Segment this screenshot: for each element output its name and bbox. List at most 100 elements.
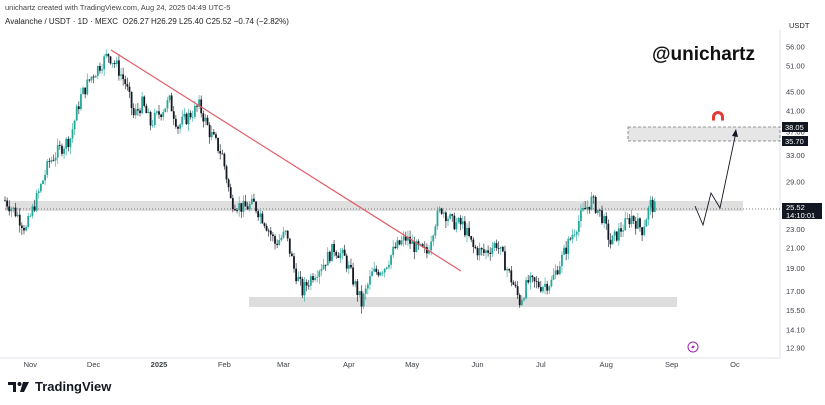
- candle-body: [366, 284, 369, 289]
- candle-body: [48, 161, 51, 162]
- last-price-value: 25.52: [786, 203, 805, 212]
- candle-body: [193, 105, 196, 117]
- candle-body: [124, 79, 127, 85]
- candle-body: [485, 250, 487, 253]
- candle-body: [603, 216, 606, 224]
- candle-body: [122, 74, 125, 80]
- candle-body: [73, 120, 76, 130]
- candle-body: [480, 248, 483, 250]
- candle-body: [417, 241, 420, 246]
- candle-body: [118, 60, 120, 76]
- price-tick-label: 19.00: [786, 264, 805, 273]
- candle-body: [246, 206, 249, 210]
- candle-body: [215, 134, 217, 138]
- candle-body: [529, 275, 532, 283]
- candle-body: [580, 210, 582, 222]
- candle-body: [265, 225, 268, 231]
- tradingview-brand[interactable]: TradingView: [8, 379, 111, 394]
- candle-body: [90, 76, 93, 81]
- candle-body: [322, 264, 325, 270]
- candle-body: [160, 114, 163, 117]
- candle-body: [493, 243, 496, 248]
- candle-body: [42, 180, 44, 185]
- candle-body: [421, 244, 424, 247]
- currency-label[interactable]: USDT: [789, 21, 810, 30]
- candle-body: [324, 264, 327, 266]
- candle-body: [489, 252, 492, 254]
- candle-body: [35, 193, 38, 211]
- candle-body: [37, 191, 40, 194]
- candle-body: [561, 254, 563, 267]
- candle-body: [565, 247, 568, 254]
- candle-body: [531, 275, 534, 278]
- candle-body: [31, 206, 34, 216]
- candle-body: [622, 230, 625, 232]
- candle-body: [377, 271, 380, 276]
- candle-body: [39, 184, 42, 192]
- candle-body: [373, 268, 376, 272]
- magnet-icon[interactable]: [712, 111, 724, 123]
- candle-body: [301, 278, 304, 296]
- candle-body: [88, 79, 91, 81]
- lightning-icon[interactable]: [687, 341, 699, 353]
- candle-body: [615, 231, 618, 241]
- candle-body: [653, 201, 656, 212]
- candle-body: [208, 124, 211, 138]
- candle-body: [58, 145, 61, 146]
- time-axis[interactable]: Nov Dec 2025 Feb Mar Apr May Jun Jul Aug Sep Oc: [24, 360, 740, 369]
- candle-body: [75, 106, 78, 121]
- candle-body: [626, 218, 629, 219]
- downtrend-line[interactable]: [110, 49, 462, 272]
- candle-body: [609, 239, 612, 245]
- candle-body: [445, 212, 447, 222]
- candle-body: [248, 204, 251, 210]
- candle-body: [537, 281, 540, 288]
- candle-body: [375, 268, 378, 272]
- candle-body: [641, 227, 643, 236]
- candle-body: [544, 283, 546, 287]
- price-axis[interactable]: 56.0051.0045.0041.0037.0033.0029.0023.00…: [786, 43, 805, 353]
- candle-body: [634, 220, 637, 229]
- candle-body: [624, 218, 627, 231]
- price-tick-label: 51.00: [786, 62, 805, 71]
- ohlc-values: O26.27 H26.29 L25.40 C25.52 −0.74 (−2.82…: [122, 17, 289, 26]
- candle-body: [20, 225, 23, 228]
- candle-body: [474, 246, 477, 249]
- candle-body: [23, 227, 25, 231]
- candle-body: [4, 200, 6, 202]
- candle-body: [278, 240, 281, 245]
- candle-body: [267, 230, 270, 232]
- candle-body: [402, 236, 405, 241]
- candle-body: [495, 243, 498, 249]
- candle-body: [411, 241, 414, 244]
- candle-body: [546, 283, 549, 291]
- candle-body: [164, 108, 167, 113]
- candle-body: [288, 238, 291, 254]
- candle-body: [358, 291, 361, 296]
- candle-body: [550, 279, 553, 287]
- candle-body: [470, 236, 473, 240]
- candle-body: [651, 199, 654, 212]
- price-tick-label: 17.00: [786, 287, 805, 296]
- candle-body: [388, 264, 390, 268]
- tradingview-wordmark: TradingView: [35, 379, 112, 394]
- candle-body: [189, 112, 192, 118]
- candle-body: [575, 232, 578, 235]
- candle-body: [236, 210, 238, 212]
- candle-body: [607, 223, 610, 240]
- candle-body: [181, 116, 184, 125]
- candle-body: [331, 244, 333, 262]
- candle-body: [592, 196, 595, 198]
- candle-body: [282, 231, 285, 238]
- candle-body: [525, 280, 527, 299]
- candle-body: [504, 251, 506, 271]
- symbol-name[interactable]: Avalanche / USDT · 1D · MEXC: [5, 17, 119, 26]
- candle-body: [109, 56, 112, 64]
- time-tick-label: Feb: [218, 360, 231, 369]
- candle-body: [539, 287, 542, 292]
- candle-body: [128, 86, 131, 92]
- candle-body: [223, 153, 226, 167]
- candle-body: [394, 246, 397, 249]
- target-zone: [627, 126, 781, 142]
